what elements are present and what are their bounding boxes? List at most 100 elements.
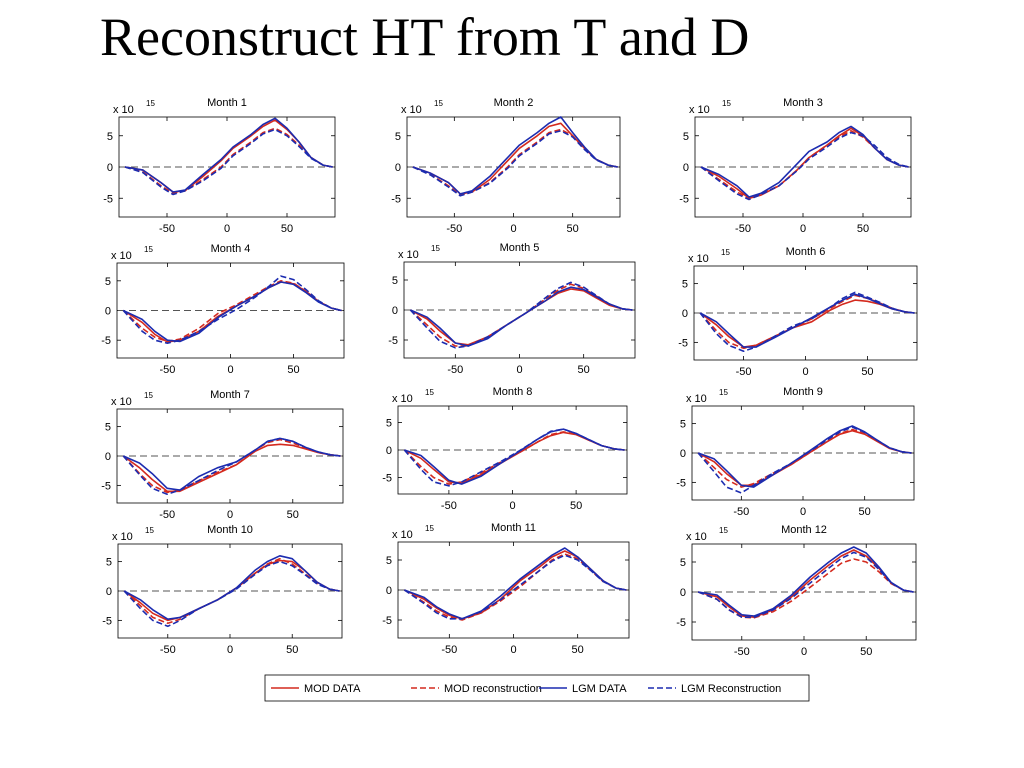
legend-label: MOD reconstruction xyxy=(444,683,542,695)
x-tick-label: -50 xyxy=(159,364,175,376)
series-line xyxy=(124,128,333,196)
y-multiplier-label: x 10 xyxy=(112,531,133,543)
x-tick-label: 50 xyxy=(567,223,579,235)
y-exponent-label: 15 xyxy=(431,244,440,253)
panel-title: Month 2 xyxy=(494,97,534,109)
series-line xyxy=(699,294,915,350)
y-tick-label: 5 xyxy=(105,276,111,288)
x-tick-label: 50 xyxy=(287,509,299,521)
y-tick-label: 5 xyxy=(386,418,392,430)
series-line xyxy=(123,560,340,628)
series-line xyxy=(412,116,618,195)
y-tick-label: -5 xyxy=(676,617,686,629)
legend-label: MOD DATA xyxy=(304,683,361,695)
x-tick-label: 0 xyxy=(510,223,516,235)
y-multiplier-label: x 10 xyxy=(689,104,710,116)
y-multiplier-label: x 10 xyxy=(111,396,132,408)
y-tick-label: -5 xyxy=(388,335,398,347)
y-tick-label: -5 xyxy=(101,335,111,347)
legend-label: LGM DATA xyxy=(572,683,627,695)
y-tick-label: -5 xyxy=(676,477,686,489)
x-tick-label: 50 xyxy=(287,364,299,376)
series-line xyxy=(699,291,915,353)
panel-title: Month 3 xyxy=(783,97,823,109)
y-tick-label: 0 xyxy=(395,162,401,174)
y-exponent-label: 15 xyxy=(144,245,153,254)
series-line xyxy=(124,117,333,193)
series-line xyxy=(124,127,333,195)
series-line xyxy=(122,275,342,345)
y-tick-label: 0 xyxy=(106,586,112,598)
x-tick-label: 50 xyxy=(857,223,869,235)
x-tick-label: 50 xyxy=(572,644,584,656)
x-tick-label: -50 xyxy=(159,223,175,235)
y-tick-label: 0 xyxy=(682,308,688,320)
x-tick-label: 50 xyxy=(281,223,293,235)
y-tick-label: -5 xyxy=(678,337,688,349)
series-line xyxy=(697,428,912,488)
y-tick-label: -5 xyxy=(102,615,112,627)
x-tick-label: 0 xyxy=(516,364,522,376)
x-tick-label: -50 xyxy=(446,223,462,235)
x-tick-label: -50 xyxy=(736,366,752,378)
y-tick-label: 0 xyxy=(386,585,392,597)
y-tick-label: -5 xyxy=(679,193,689,205)
y-tick-label: 5 xyxy=(105,422,111,434)
y-tick-label: -5 xyxy=(101,480,111,492)
y-tick-label: 5 xyxy=(683,131,689,143)
y-exponent-label: 15 xyxy=(145,526,154,535)
x-tick-label: -50 xyxy=(159,509,175,521)
series-line xyxy=(122,281,342,343)
x-tick-label: 0 xyxy=(510,644,516,656)
y-multiplier-label: x 10 xyxy=(398,249,419,261)
legend-frame xyxy=(264,674,810,702)
y-multiplier-label: x 10 xyxy=(686,393,707,405)
y-exponent-label: 15 xyxy=(721,248,730,257)
y-tick-label: 5 xyxy=(392,275,398,287)
x-tick-label: -50 xyxy=(441,500,457,512)
y-tick-label: -5 xyxy=(391,193,401,205)
series-line xyxy=(700,131,909,201)
series-line xyxy=(123,557,340,625)
x-tick-label: 50 xyxy=(861,366,873,378)
y-exponent-label: 15 xyxy=(434,99,443,108)
y-tick-label: 0 xyxy=(392,305,398,317)
x-tick-label: 0 xyxy=(227,364,233,376)
x-tick-label: 0 xyxy=(802,366,808,378)
y-exponent-label: 15 xyxy=(425,524,434,533)
y-exponent-label: 15 xyxy=(722,99,731,108)
series-line xyxy=(122,437,341,496)
x-tick-label: -50 xyxy=(735,223,751,235)
y-tick-label: 0 xyxy=(105,451,111,463)
y-tick-label: 0 xyxy=(680,587,686,599)
x-tick-label: 50 xyxy=(286,644,298,656)
y-tick-label: 0 xyxy=(386,445,392,457)
y-tick-label: 0 xyxy=(105,306,111,318)
x-tick-label: -50 xyxy=(160,644,176,656)
x-tick-label: 0 xyxy=(227,644,233,656)
y-multiplier-label: x 10 xyxy=(111,250,132,262)
y-exponent-label: 15 xyxy=(719,526,728,535)
y-multiplier-label: x 10 xyxy=(113,104,134,116)
x-tick-label: -50 xyxy=(734,646,750,658)
x-tick-label: -50 xyxy=(733,506,749,518)
panel-title: Month 9 xyxy=(783,386,823,398)
x-tick-label: 0 xyxy=(224,223,230,235)
series-line xyxy=(409,281,633,349)
x-tick-label: 0 xyxy=(800,506,806,518)
y-tick-label: 5 xyxy=(395,131,401,143)
x-tick-label: 0 xyxy=(509,500,515,512)
panel-title: Month 7 xyxy=(210,389,250,401)
y-tick-label: 0 xyxy=(680,448,686,460)
x-tick-label: 50 xyxy=(570,500,582,512)
